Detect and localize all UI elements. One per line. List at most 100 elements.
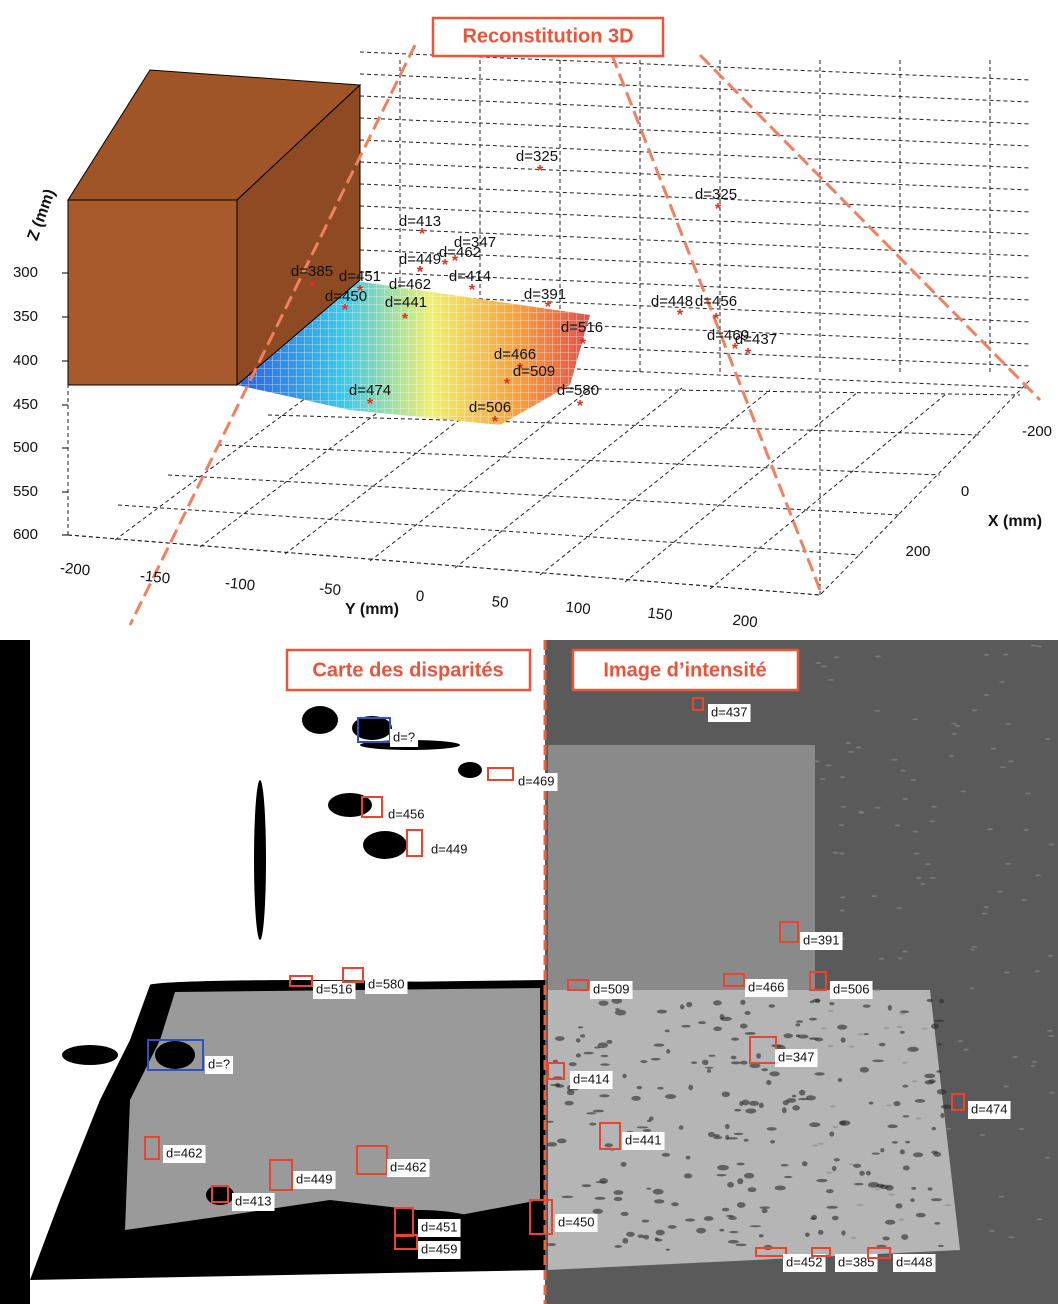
grass <box>987 828 994 831</box>
label-bg <box>418 1241 461 1259</box>
speck <box>744 1011 751 1015</box>
grass <box>954 724 961 727</box>
speck <box>939 999 944 1004</box>
z-tick-label: 350 <box>13 308 38 325</box>
left-title: Carte des disparités <box>312 659 503 681</box>
point-label: d=413 <box>399 213 441 230</box>
grass <box>855 746 862 749</box>
speck <box>724 1123 730 1130</box>
speck <box>907 1046 919 1052</box>
speck <box>814 1072 825 1076</box>
speck <box>599 1178 608 1184</box>
speck <box>696 1227 707 1234</box>
speck <box>547 1243 556 1247</box>
speck <box>829 1131 835 1137</box>
speck <box>589 1122 597 1126</box>
speck <box>555 1082 561 1088</box>
grass <box>929 820 936 823</box>
grass <box>948 755 955 758</box>
speck <box>879 1184 889 1189</box>
speck <box>899 1030 905 1034</box>
speck <box>812 999 820 1003</box>
speck <box>733 1132 744 1136</box>
speck <box>646 1119 652 1122</box>
speck <box>940 1112 945 1119</box>
speck <box>731 1037 740 1041</box>
grass <box>820 1027 827 1030</box>
grass <box>871 895 878 898</box>
label-bg <box>385 806 428 824</box>
detection-box <box>269 1159 293 1191</box>
speck <box>872 1059 884 1063</box>
point-marker: * <box>517 361 524 378</box>
grid-line <box>359 95 1031 125</box>
detection-box <box>487 767 514 781</box>
grass <box>915 1117 922 1120</box>
speck <box>598 1000 609 1006</box>
x-label: X (mm) <box>988 513 1042 530</box>
y-tick-label: -200 <box>59 559 91 579</box>
speck <box>884 1219 896 1225</box>
speck <box>650 1057 661 1061</box>
box-label: d=469 <box>518 773 555 788</box>
speck <box>654 1238 663 1242</box>
speck <box>620 1211 629 1216</box>
detection-box <box>723 973 745 987</box>
grass <box>827 1009 834 1012</box>
grass <box>845 742 852 745</box>
grass <box>1005 723 1012 726</box>
speck <box>783 1175 793 1179</box>
speck <box>833 1158 840 1162</box>
grid-line <box>167 474 901 516</box>
speck <box>937 1043 943 1046</box>
point-marker: * <box>367 396 374 413</box>
grass <box>839 776 846 779</box>
y-tick-label: -150 <box>139 567 171 587</box>
speck <box>620 1161 627 1167</box>
grass <box>1036 1218 1043 1221</box>
grid-line <box>539 389 771 576</box>
speck <box>656 1009 667 1014</box>
speck <box>878 1042 886 1047</box>
label-bg <box>515 773 558 791</box>
speck <box>604 1143 613 1148</box>
speck <box>899 1149 905 1155</box>
label-bg <box>418 1219 461 1237</box>
detection-box <box>342 967 364 983</box>
grass <box>874 989 881 992</box>
speck <box>554 1036 565 1042</box>
speck <box>825 1189 834 1194</box>
speck <box>837 1077 843 1082</box>
right-title: Image d’intensité <box>603 659 766 681</box>
label-bg <box>390 729 419 747</box>
grid-line <box>67 534 821 596</box>
speck <box>914 1099 926 1103</box>
point-label: d=469 <box>707 327 749 344</box>
speck <box>893 1100 901 1107</box>
speck <box>816 1178 828 1183</box>
speck <box>798 1097 809 1101</box>
box-label: d=449 <box>431 841 468 856</box>
grass <box>847 750 854 753</box>
speck <box>930 1198 943 1202</box>
point-label: d=325 <box>695 186 737 203</box>
speck <box>600 1063 610 1066</box>
grass <box>929 877 936 880</box>
point-marker: * <box>442 257 449 274</box>
y-tick-label: 150 <box>647 605 674 625</box>
speck <box>737 1178 744 1185</box>
speck <box>902 1115 910 1118</box>
grass <box>988 1230 995 1233</box>
speck <box>667 1225 677 1229</box>
x-tick-label: 0 <box>961 483 969 500</box>
grid-line <box>369 385 595 562</box>
speck <box>626 1231 635 1237</box>
speck <box>867 1181 880 1188</box>
label-bg <box>800 932 843 950</box>
point-marker: * <box>580 336 587 353</box>
speck <box>931 1023 939 1030</box>
grass <box>827 678 834 681</box>
detection-box <box>529 1199 553 1235</box>
point-label: d=450 <box>325 288 367 305</box>
speck <box>756 1053 761 1059</box>
